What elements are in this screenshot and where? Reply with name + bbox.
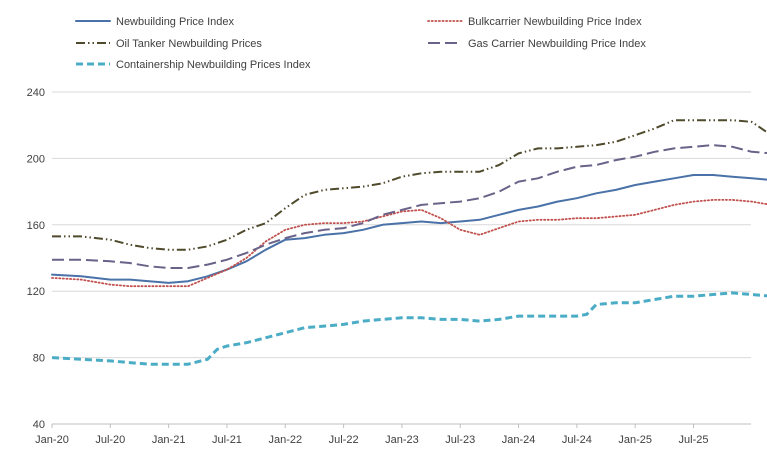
x-tick-label: Jan-21 (152, 434, 186, 446)
series-line-1 (51, 174, 767, 284)
x-tick-label: Jul-20 (95, 434, 125, 446)
legend-label-1: Newbuilding Price Index (116, 16, 235, 28)
x-tick-label: Jul-21 (212, 434, 242, 446)
x-tick-label: Jan-25 (618, 434, 652, 446)
legend-label-4: Gas Carrier Newbuilding Price Index (468, 38, 646, 50)
gridlines (52, 91, 751, 425)
series-line-5 (51, 291, 767, 366)
legend-label-3: Oil Tanker Newbuilding Prices (116, 38, 262, 50)
y-tick-label: 200 (27, 153, 45, 165)
legend-label-2: Bulkcarrier Newbuilding Price Index (468, 16, 642, 28)
legend: Newbuilding Price Index Bulkcarrier Newbu… (75, 16, 646, 71)
x-tick-label: Jul-23 (445, 434, 475, 446)
axes: 40 80 120 160 200 240 Jan-20 Jul-20 Jan-21 Jul-21… (27, 87, 751, 446)
x-tick-label: Jan-22 (268, 434, 302, 446)
series-line-2 (51, 198, 767, 288)
x-tick-label: Jan-24 (502, 434, 536, 446)
y-tick-label: 40 (33, 419, 45, 431)
x-tick-label: Jan-23 (385, 434, 419, 446)
series-line-3 (52, 119, 767, 251)
x-tick-label: Jan-20 (35, 434, 69, 446)
y-tick-label: 120 (27, 286, 45, 298)
y-tick-label: 160 (27, 220, 45, 232)
y-tick-label: 80 (33, 353, 45, 365)
x-tick-label: Jul-25 (679, 434, 709, 446)
series-line-4 (52, 144, 767, 269)
x-tick-label: Jul-22 (329, 434, 359, 446)
y-tick-label: 240 (27, 87, 45, 99)
x-tick-label: Jul-24 (562, 434, 592, 446)
legend-label-5: Containership Newbuilding Prices Index (116, 59, 311, 71)
series-lines (51, 119, 767, 366)
